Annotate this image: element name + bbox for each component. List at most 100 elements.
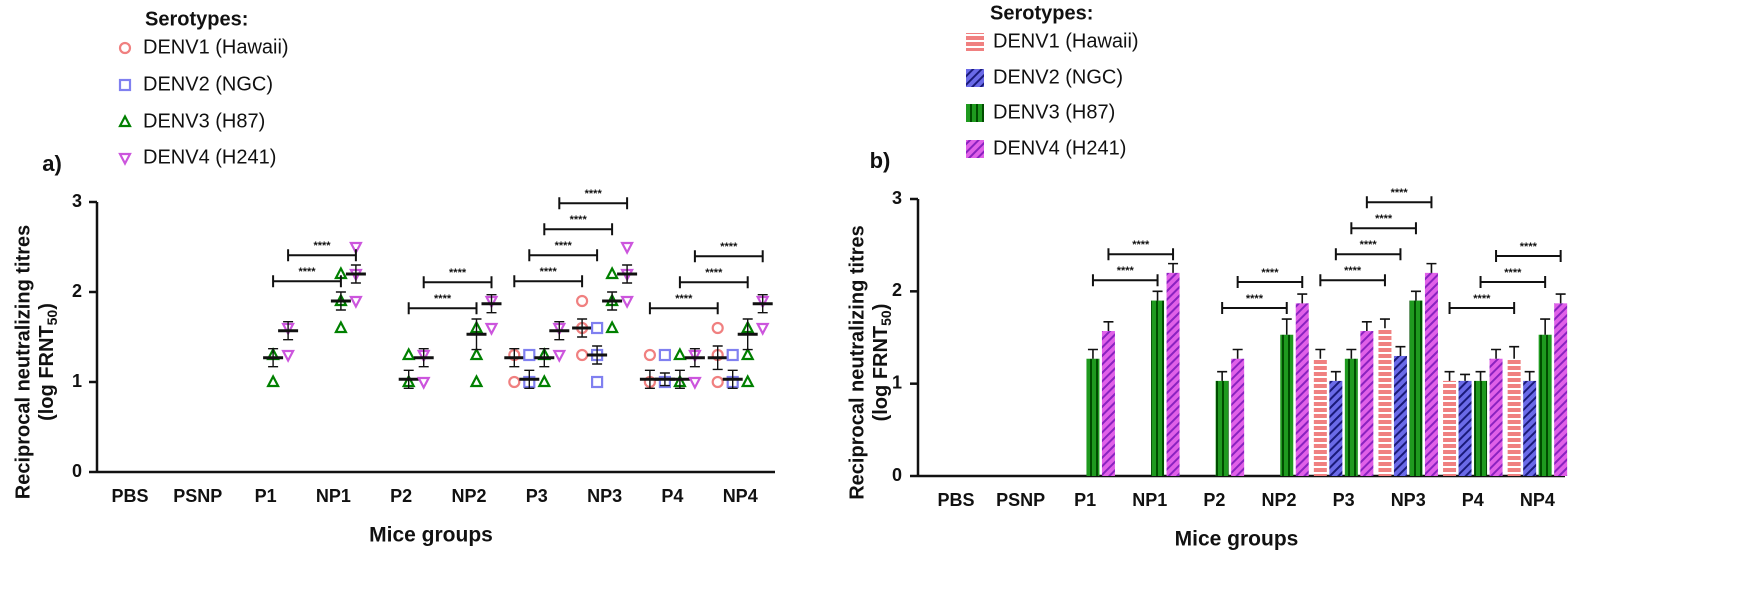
data-point <box>416 376 431 390</box>
significance-bracket <box>422 276 493 289</box>
data-point <box>469 347 484 361</box>
bar <box>1313 358 1327 476</box>
significance-bracket <box>558 197 629 210</box>
significance-bracket <box>407 302 478 315</box>
legend-label: DENV3 (H87) <box>143 110 265 132</box>
significance-label: **** <box>1473 293 1491 305</box>
significance-label: **** <box>1520 241 1538 253</box>
significance-label: **** <box>675 293 693 305</box>
significance-label: **** <box>1391 187 1409 199</box>
error-bar <box>1152 290 1163 301</box>
significance-bracket <box>1448 301 1516 314</box>
bar <box>1474 380 1488 476</box>
significance-bracket <box>1334 248 1402 261</box>
x-tick-label: P4 <box>1462 490 1484 510</box>
significance-label: **** <box>570 214 588 226</box>
y-axis-title-part: (log FRNT <box>870 326 892 422</box>
x-axis-title: Mice groups <box>1175 528 1299 551</box>
error-bar <box>1379 318 1390 329</box>
y-tick-label: 2 <box>892 280 902 300</box>
error-bar <box>1524 370 1535 381</box>
legend-label: DENV2 (NGC) <box>143 73 273 95</box>
panel-label: a) <box>42 151 62 176</box>
data-point <box>605 320 619 334</box>
error-bar <box>1087 348 1098 359</box>
bar <box>1443 380 1457 476</box>
significance-bracket <box>543 223 614 236</box>
data-point <box>523 348 536 362</box>
bar <box>1424 272 1438 476</box>
data-point <box>537 374 552 388</box>
error-bar <box>1540 318 1551 335</box>
bar <box>1344 358 1358 476</box>
error-bar <box>1346 348 1357 359</box>
data-point <box>508 375 521 389</box>
bar <box>1329 380 1343 476</box>
x-tick-label: P3 <box>526 486 548 506</box>
x-tick-label: PBS <box>111 486 148 506</box>
data-point <box>740 374 755 388</box>
data-point <box>401 347 416 361</box>
error-bar <box>1281 318 1292 335</box>
data-point <box>711 375 724 389</box>
significance-bracket <box>272 275 342 288</box>
bar <box>1360 331 1374 476</box>
significance-label: **** <box>298 266 316 278</box>
x-tick-label: NP2 <box>1261 490 1296 510</box>
legend-label: DENV4 (H241) <box>143 146 276 168</box>
x-tick-label: P3 <box>1333 490 1355 510</box>
error-bar <box>1395 345 1406 356</box>
data-point <box>349 241 363 255</box>
data-point <box>643 348 657 362</box>
significance-label: **** <box>1117 265 1135 277</box>
bar <box>1538 334 1552 476</box>
y-axis-title-part: (log FRNT <box>36 325 58 421</box>
significance-label: **** <box>720 241 738 253</box>
error-bar <box>1475 370 1486 381</box>
data-point <box>349 295 363 309</box>
x-tick-label: P1 <box>255 486 277 506</box>
legend-title: Serotypes: <box>145 8 248 30</box>
chart-panel: b) 0 1 2 3 PBS PSNP P1 NP1 P2 NP2 P3 NP3 P4 NP4 Mice gr… <box>846 2 1568 551</box>
significance-label: **** <box>1504 267 1522 279</box>
legend-swatch <box>966 104 984 122</box>
bar <box>1523 380 1537 476</box>
error-bar <box>1315 348 1326 359</box>
x-axis-title: Mice groups <box>369 524 493 547</box>
x-tick-label: NP3 <box>587 486 622 506</box>
legend-label: DENV4 (H241) <box>993 137 1126 159</box>
y-axis-title-sub: 50 <box>878 310 894 326</box>
error-bar <box>1330 370 1341 381</box>
significance-bracket <box>1319 274 1386 287</box>
bar <box>1489 358 1503 476</box>
data-point <box>334 320 348 334</box>
y-tick-label: 1 <box>892 372 902 392</box>
y-axis-title: (log FRNT50) <box>870 304 893 422</box>
significance-label: **** <box>705 267 723 279</box>
significance-bracket <box>693 250 764 263</box>
x-tick-label: P4 <box>661 486 683 506</box>
x-tick-label: PBS <box>937 490 974 510</box>
significance-label: **** <box>449 267 467 279</box>
bar <box>1378 328 1392 476</box>
y-axis-title: Reciprocal neutralizing titres <box>846 225 868 500</box>
error-bar <box>1168 262 1179 273</box>
x-tick-label: P2 <box>1203 490 1225 510</box>
data-point <box>590 375 604 389</box>
significance-bracket <box>1091 274 1159 287</box>
data-point <box>605 266 619 280</box>
x-tick-label: P2 <box>390 486 412 506</box>
panel-label: b) <box>870 148 891 173</box>
x-tick-label: NP4 <box>1520 490 1555 510</box>
significance-bracket <box>1495 249 1562 262</box>
significance-label: **** <box>434 293 452 305</box>
data-point <box>552 349 567 363</box>
bar <box>1215 380 1229 476</box>
error-bar <box>1444 370 1455 381</box>
data-point <box>620 295 634 309</box>
significance-label: **** <box>1360 239 1378 251</box>
data-point <box>469 374 484 388</box>
legend-label: DENV3 (H87) <box>993 101 1115 123</box>
bar <box>1151 300 1165 476</box>
